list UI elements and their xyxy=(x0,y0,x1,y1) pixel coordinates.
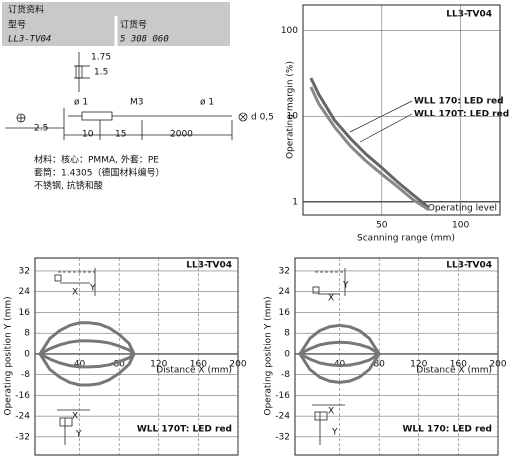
dimension-label: 2000 xyxy=(170,130,193,140)
inset-label: Y xyxy=(89,284,96,294)
dimension-label: 1.5 xyxy=(94,68,108,78)
header-label: 订货号 xyxy=(120,19,147,31)
leader-line xyxy=(359,113,413,143)
y-tick-label: 24 xyxy=(279,287,291,297)
model-number: LL3-TV04 xyxy=(8,35,51,45)
y-axis-label: Operating position Y (mm) xyxy=(4,296,14,415)
leader-line xyxy=(349,100,413,133)
y-tick-label: 16 xyxy=(279,308,291,318)
series-line xyxy=(299,352,380,368)
y-tick-label: 8 xyxy=(284,329,290,339)
annotation: Operating level xyxy=(428,204,497,214)
header-title: 订货资料 xyxy=(8,4,44,16)
x-axis-label: Scanning range (mm) xyxy=(357,234,455,244)
material-text: 不锈钢, 抗锈和酸 xyxy=(34,180,103,192)
x-tick-label: 100 xyxy=(452,221,469,231)
y-tick-label: -24 xyxy=(15,412,30,422)
dimension-label: M3 xyxy=(130,98,144,108)
y-tick-label: 0 xyxy=(24,349,30,359)
material-text: 套筒：1.4305（德国材料编号） xyxy=(34,167,165,179)
chart-title: LL3-TV04 xyxy=(186,261,232,271)
series-line xyxy=(298,323,381,355)
plot-frame xyxy=(294,257,499,456)
y-tick-label: 32 xyxy=(19,266,30,276)
inset-label: Y xyxy=(342,281,349,291)
plot-frame xyxy=(302,4,501,216)
y-tick-label: -8 xyxy=(281,370,290,380)
series-line xyxy=(309,77,431,209)
x-axis-label: Distance X (mm) xyxy=(416,366,492,376)
y-tick-label: -16 xyxy=(275,391,290,401)
series-line xyxy=(309,86,430,212)
header-label: 型号 xyxy=(8,20,26,31)
inset-diagram xyxy=(312,268,346,445)
y-axis-label: Operating margin (%) xyxy=(286,61,296,159)
dimension-label: 2.5 xyxy=(34,124,48,134)
y-tick-label: 0 xyxy=(284,349,290,359)
y-tick-label: 8 xyxy=(24,329,30,339)
series-label: WLL 170: LED red xyxy=(414,97,504,107)
inset-label: X xyxy=(328,294,334,304)
series-line xyxy=(299,340,380,356)
y-tick-label: -8 xyxy=(21,370,30,380)
inset-label: X xyxy=(72,412,78,422)
y-tick-label: 100 xyxy=(281,26,298,36)
plot-frame xyxy=(34,257,239,456)
y-tick-label: -16 xyxy=(15,391,30,401)
y-tick-label: 10 xyxy=(287,112,299,122)
y-tick-label: -24 xyxy=(275,412,290,422)
chart-title: LL3-TV04 xyxy=(446,261,492,271)
series-line xyxy=(39,339,135,356)
inset-label: Y xyxy=(75,430,82,440)
dimension-label: ø 1 xyxy=(200,98,214,108)
x-tick-label: 50 xyxy=(376,221,388,231)
y-tick-label: 1 xyxy=(292,197,298,207)
dimension-label: d 0,5 xyxy=(251,113,274,123)
order-number: 5 308 060 xyxy=(120,35,169,45)
series-line xyxy=(298,353,381,384)
inset-label: X xyxy=(72,288,78,298)
material-text: 材料：核心：PMMA, 外套：PE xyxy=(34,154,159,166)
y-tick-label: 24 xyxy=(19,287,31,297)
inset-label: X xyxy=(328,407,334,417)
dimension-label: 15 xyxy=(115,130,126,140)
series-label: WLL 170T: LED red xyxy=(414,110,509,120)
x-axis-label: Distance X (mm) xyxy=(156,366,232,376)
inset-label: Y xyxy=(331,428,338,438)
y-tick-label: -32 xyxy=(15,432,30,442)
y-axis-label: Operating position Y (mm) xyxy=(264,296,274,415)
inset-diagram xyxy=(54,268,96,445)
annotation: WLL 170: LED red xyxy=(402,425,492,435)
series-line xyxy=(38,321,136,355)
y-tick-label: 32 xyxy=(279,266,290,276)
dimension-label: ø 1 xyxy=(74,98,88,108)
annotation: WLL 170T: LED red xyxy=(137,425,232,435)
dimension-label: 10 xyxy=(82,130,94,140)
y-tick-label: 16 xyxy=(19,308,31,318)
chart-title: LL3-TV04 xyxy=(446,10,492,20)
series-line xyxy=(38,353,136,387)
y-tick-label: -32 xyxy=(275,432,290,442)
dimension-label: 1.75 xyxy=(91,53,111,63)
series-line xyxy=(39,352,135,369)
dimension-drawing xyxy=(5,52,248,140)
